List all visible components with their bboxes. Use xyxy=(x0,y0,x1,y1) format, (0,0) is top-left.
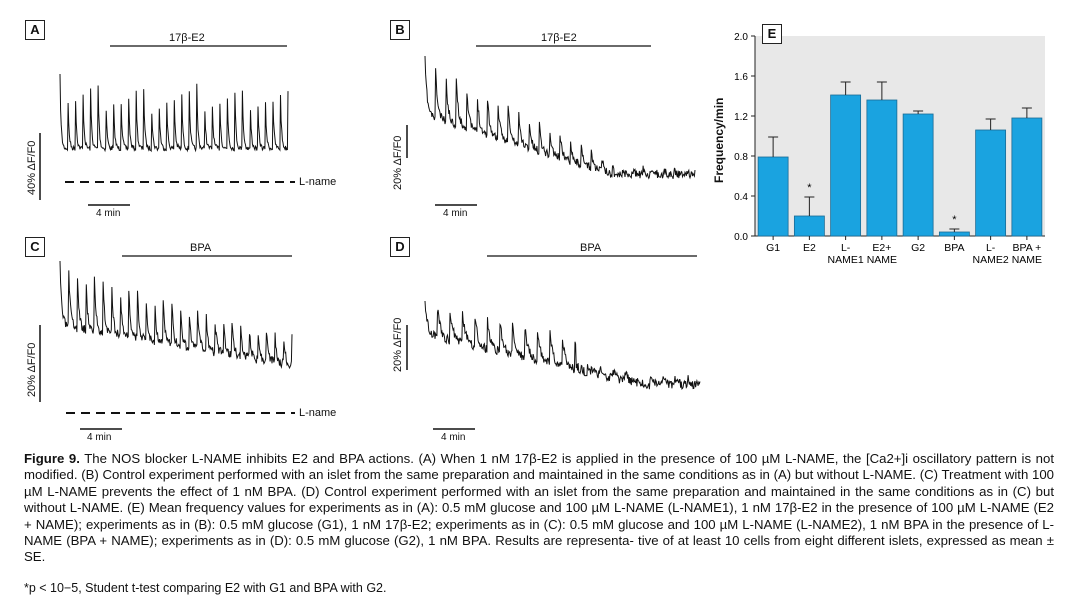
y-tick-label: 0.8 xyxy=(734,152,748,163)
x-tick-label: E2+ xyxy=(872,242,891,254)
bar xyxy=(938,231,970,237)
trace-d xyxy=(424,300,701,390)
treatment-label-d: BPA xyxy=(580,242,602,254)
panel-letter-a: A xyxy=(25,20,45,40)
yscale-label-c: 20% ΔF/F0 xyxy=(26,342,38,397)
ylabel-e: Frequency/min xyxy=(712,97,726,183)
x-tick-label: NAME xyxy=(867,254,897,266)
time-bar-a xyxy=(88,204,130,206)
time-label-a: 4 min xyxy=(96,208,121,219)
x-tick-label: L- xyxy=(986,242,996,254)
lname-dashed-a xyxy=(65,181,295,183)
caption-line: the same conditions as in (C) but withou… xyxy=(24,483,1054,516)
scale-bar-y-a xyxy=(39,133,41,200)
lname-label-c: L-name xyxy=(299,407,337,419)
x-tick-label: BPA + xyxy=(1013,242,1042,254)
treatment-label-a: 17β-E2 xyxy=(169,32,205,44)
bar xyxy=(866,99,898,237)
caption-line: is not modified. (B) Control experiment … xyxy=(24,451,1054,483)
bar xyxy=(902,113,934,237)
bar xyxy=(793,215,825,237)
y-tick-label: 0.0 xyxy=(734,232,748,243)
x-tick-label: NAME2 xyxy=(973,254,1009,266)
time-label-c: 4 min xyxy=(87,432,112,443)
bar-chart-e: 0.00.40.81.21.62.0G1*E2 L-NAME1E2+NAMEG2*… xyxy=(734,32,1045,266)
lname-label-a: L-name xyxy=(299,176,337,188)
caption-line: 100 µM L-NAME (L-NAME2), 1 nM BPA in the… xyxy=(24,516,1054,549)
y-tick-label: 2.0 xyxy=(734,32,748,43)
panel-letter-c: C xyxy=(25,237,45,257)
time-bar-c xyxy=(80,428,122,430)
scale-bar-y-b xyxy=(406,125,408,158)
treatment-bar-a xyxy=(110,45,287,47)
treatment-bar-c xyxy=(122,255,292,257)
x-tick-label: E2 xyxy=(803,242,816,254)
caption-line: 17β-E2 in the presence of 100 µM L-NAME … xyxy=(24,500,1054,532)
caption-line: (C) Treatment with 100 µM L-NAME prevent… xyxy=(24,467,1055,499)
bar xyxy=(757,156,789,237)
x-tick-label: G2 xyxy=(911,242,925,254)
bar xyxy=(830,94,862,237)
lname-dashed-c xyxy=(66,412,295,414)
bar xyxy=(1011,117,1043,237)
trace-b xyxy=(424,55,696,180)
x-tick-label: L- xyxy=(841,242,851,254)
caption-line: The NOS blocker L-NAME inhibits E2 and B… xyxy=(84,451,1017,466)
significance-star: * xyxy=(952,214,957,226)
scale-bar-y-d xyxy=(406,325,408,370)
caption-line: tive of at least 10 cells from eight dif… xyxy=(24,533,1054,565)
yscale-label-d: 20% ΔF/F0 xyxy=(392,317,404,372)
panel-letter-d: D xyxy=(390,237,410,257)
panel-letter-b: B xyxy=(390,20,410,40)
significance-star: * xyxy=(807,182,812,194)
figure-footnote: *p < 10−5, Student t-test comparing E2 w… xyxy=(24,581,387,595)
y-tick-label: 1.6 xyxy=(734,72,748,83)
x-tick-label: G1 xyxy=(766,242,780,254)
treatment-bar-d xyxy=(487,255,697,257)
scale-bar-y-c xyxy=(39,325,41,402)
trace-a xyxy=(59,73,289,153)
treatment-bar-b xyxy=(476,45,651,47)
caption-label: Figure 9. xyxy=(24,451,80,466)
time-label-d: 4 min xyxy=(441,432,466,443)
treatment-label-b: 17β-E2 xyxy=(541,32,577,44)
panel-letter-e: E xyxy=(762,24,782,44)
time-label-b: 4 min xyxy=(443,208,468,219)
time-bar-d xyxy=(433,428,475,430)
treatment-label-c: BPA xyxy=(190,242,212,254)
bar xyxy=(975,129,1007,237)
trace-c xyxy=(59,260,293,370)
y-tick-label: 0.4 xyxy=(734,192,748,203)
y-tick-label: 1.2 xyxy=(734,112,748,123)
x-tick-label: BPA xyxy=(944,242,964,254)
x-tick-label: NAME xyxy=(1012,254,1042,266)
time-bar-b xyxy=(435,204,477,206)
x-tick-label: NAME1 xyxy=(828,254,864,266)
figure-caption: Figure 9. The NOS blocker L-NAME inhibit… xyxy=(24,451,1054,566)
